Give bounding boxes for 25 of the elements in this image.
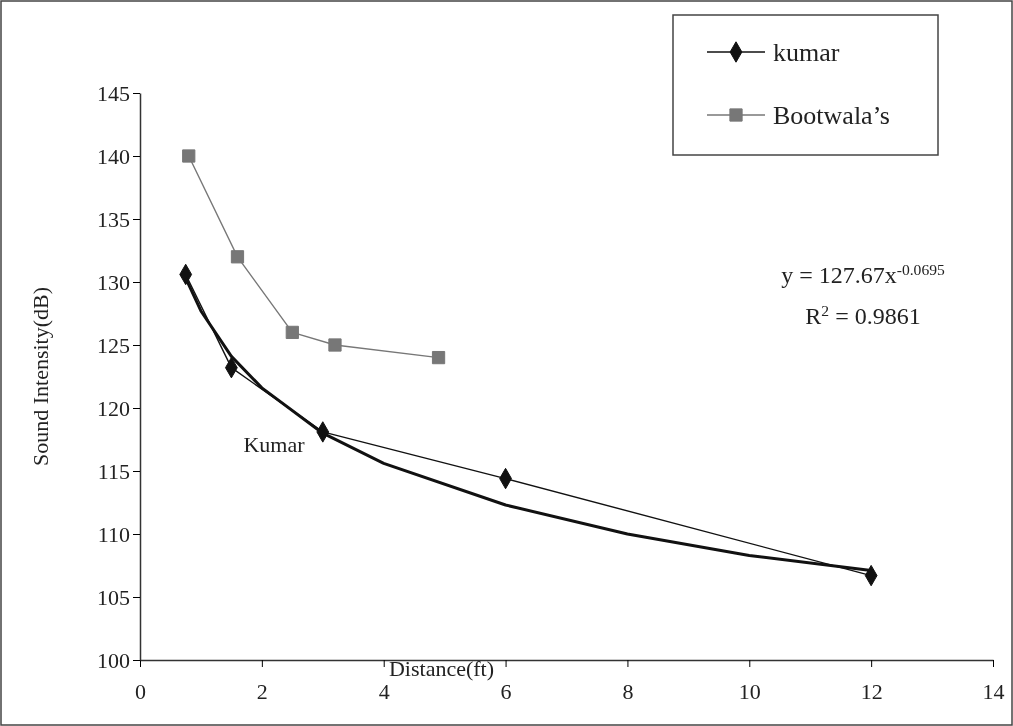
y-tick-label: 125 (97, 332, 130, 358)
y-tick-label: 105 (97, 584, 130, 610)
y-tick-label: 140 (97, 143, 130, 169)
x-tick-label: 14 (982, 678, 1005, 704)
x-tick-label: 0 (135, 678, 146, 704)
y-axis-title: Sound Intensity(dB) (28, 286, 53, 467)
annotation: y = 127.67x$^{-0.0695}$ (781, 260, 946, 288)
y-tick-label: 110 (97, 521, 130, 547)
legend-label: kumar (773, 38, 840, 67)
annotation: R$^{2}$ = 0.9861 (805, 301, 921, 329)
legend-label: Bootwala’s (773, 101, 890, 130)
annotation: Kumar (243, 432, 306, 457)
x-tick-label: 6 (500, 678, 512, 704)
x-axis-title: Distance(ft) (388, 656, 495, 681)
y-tick-label: 115 (97, 458, 130, 484)
x-tick-label: 8 (622, 678, 634, 704)
x-tick-label: 2 (256, 678, 268, 704)
y-tick-label: 120 (97, 395, 130, 421)
x-tick-label: 4 (378, 678, 390, 704)
y-tick-label: 145 (97, 80, 130, 106)
x-tick-label: 12 (860, 678, 883, 704)
x-tick-label: 10 (738, 678, 761, 704)
y-tick-label: 130 (97, 269, 130, 295)
y-tick-label: 135 (97, 206, 130, 232)
y-tick-label: 100 (97, 647, 130, 673)
